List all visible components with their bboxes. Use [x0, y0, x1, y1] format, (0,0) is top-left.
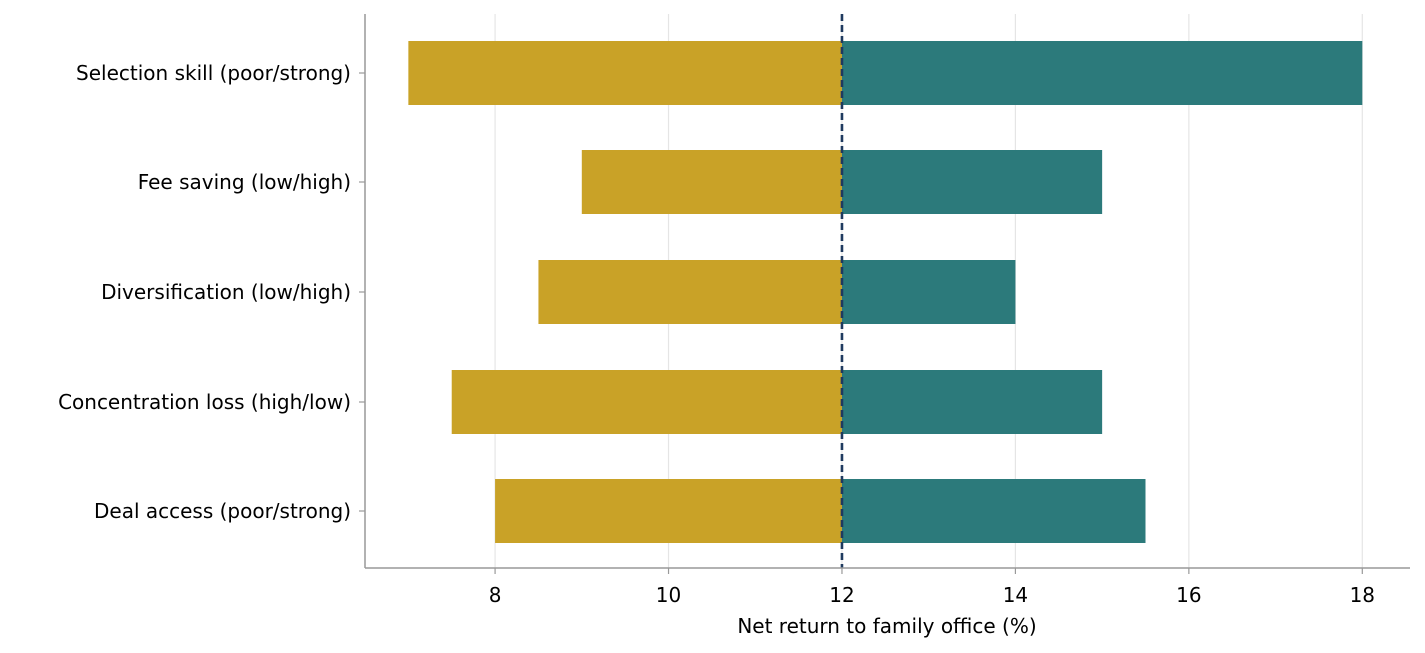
x-axis-title: Net return to family office (%) [737, 614, 1036, 638]
x-tick-label: 10 [656, 583, 681, 607]
bar-low [451, 370, 842, 434]
y-tick-label: Concentration loss (high/low) [58, 390, 351, 414]
y-tick-label: Fee saving (low/high) [138, 170, 351, 194]
x-tick-label: 18 [1350, 583, 1375, 607]
bar-low [538, 260, 842, 324]
y-tick-label: Diversification (low/high) [101, 280, 351, 304]
bar-low [408, 41, 842, 105]
bar-high [841, 41, 1363, 105]
axes-layer [359, 14, 1410, 574]
labels-layer: 8 10 12 14 16 18 Selection skill (poor/strong)… [58, 61, 1375, 607]
bar-low [581, 150, 842, 214]
bar-high [841, 260, 1016, 324]
x-tick-label: 14 [1003, 583, 1028, 607]
bar-low [495, 479, 842, 543]
x-tick-label: 8 [489, 583, 502, 607]
x-tick-label: 12 [829, 583, 854, 607]
bar-high [841, 150, 1103, 214]
y-tick-label: Selection skill (poor/strong) [76, 61, 351, 85]
bars-layer [408, 41, 1363, 543]
bar-high [841, 479, 1146, 543]
x-tick-label: 16 [1176, 583, 1201, 607]
bar-high [841, 370, 1103, 434]
y-tick-label: Deal access (poor/strong) [94, 499, 351, 523]
